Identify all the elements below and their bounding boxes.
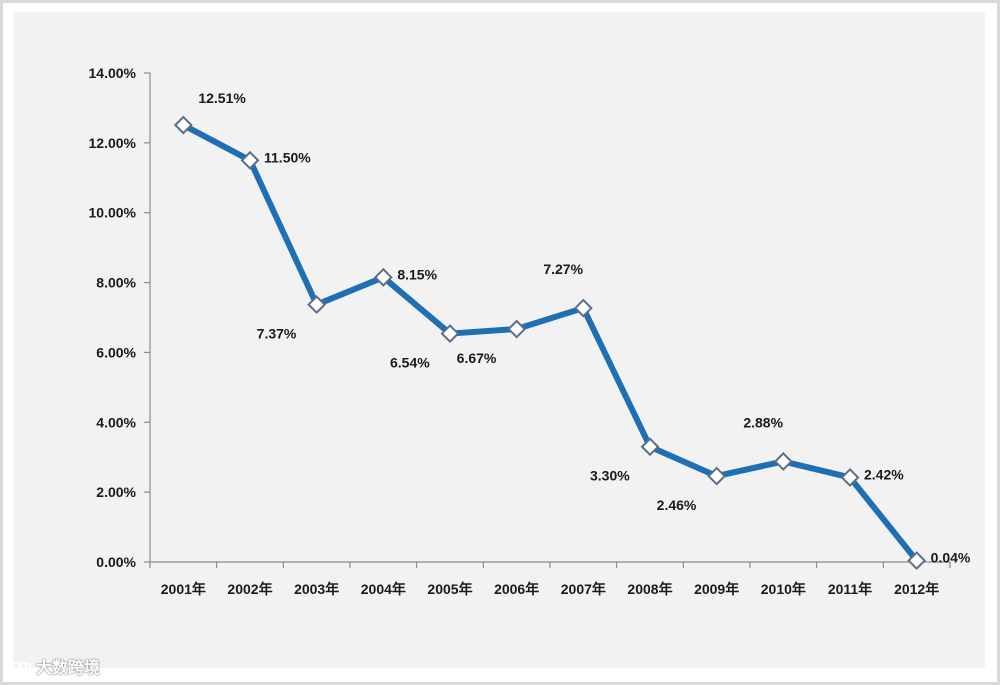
x-tick-label: 2006年 — [494, 581, 539, 597]
series-line — [180, 122, 920, 564]
data-point-marker — [307, 295, 327, 314]
data-point-marker — [240, 150, 260, 170]
data-label: 8.15% — [397, 266, 437, 282]
y-tick-label: 10.00% — [89, 205, 137, 221]
x-tick-label: 2010年 — [761, 581, 806, 597]
x-tick-label: 2012年 — [894, 581, 939, 597]
data-point-marker — [440, 324, 460, 343]
y-tick-label: 14.00% — [89, 65, 137, 81]
x-axis-ticks: 2001年 2002年 2003年 2004年 2005年 2006年 2007年 2008年… — [149, 562, 951, 597]
x-tick-label: 2001年 — [161, 581, 206, 597]
data-point-marker — [573, 298, 593, 318]
data-label: 0.04% — [931, 550, 971, 566]
data-point-marker — [707, 466, 727, 486]
x-tick-label: 2005年 — [427, 581, 472, 597]
watermark-text: 大数跨境 — [36, 658, 101, 677]
data-point-marker — [907, 551, 927, 571]
x-tick-label: 2004年 — [361, 581, 406, 597]
data-label: 2.88% — [743, 414, 783, 430]
data-labels: 12.51% 11.50% 7.37% 8.15% 6.54% 6.67% 7.27% 3.3… — [198, 90, 971, 566]
data-label: 6.54% — [390, 355, 430, 371]
x-tick-label: 2007年 — [561, 581, 606, 597]
data-point-marker — [773, 451, 793, 471]
series-line-group — [180, 122, 920, 564]
y-tick-label: 0.00% — [96, 554, 136, 570]
data-label: 7.37% — [257, 326, 297, 342]
x-tick-label: 2008年 — [627, 581, 672, 597]
y-tick-label: 12.00% — [89, 135, 137, 151]
data-label: 3.30% — [590, 468, 630, 484]
data-label: 12.51% — [198, 90, 246, 106]
dasuju-logo-icon — [12, 661, 32, 671]
data-point-marker — [507, 319, 527, 339]
y-tick-label: 4.00% — [96, 414, 136, 430]
x-tick-label: 2009年 — [694, 581, 739, 597]
data-point-marker — [640, 437, 660, 457]
chart-panel — [13, 12, 985, 668]
x-tick-label: 2011年 — [828, 581, 872, 597]
data-label: 6.67% — [457, 350, 497, 366]
data-point-marker — [173, 115, 193, 135]
y-tick-label: 6.00% — [96, 344, 136, 360]
y-tick-label: 2.00% — [96, 484, 136, 500]
data-label: 11.50% — [264, 149, 311, 165]
x-tick-label: 2002年 — [227, 581, 272, 597]
data-point-marker — [840, 468, 860, 487]
data-label: 7.27% — [543, 261, 583, 277]
series-markers — [173, 115, 927, 571]
y-tick-label: 8.00% — [96, 275, 136, 291]
watermark: 大数跨境 — [12, 655, 100, 677]
data-label: 2.46% — [657, 497, 697, 513]
y-axis-ticks: 0.00% 2.00% 4.00% 6.00% 8.00% 10.00% 12.00% 14.… — [89, 65, 150, 570]
data-point-marker — [373, 267, 393, 287]
data-label: 2.42% — [864, 466, 904, 482]
x-tick-label: 2003年 — [294, 581, 339, 597]
